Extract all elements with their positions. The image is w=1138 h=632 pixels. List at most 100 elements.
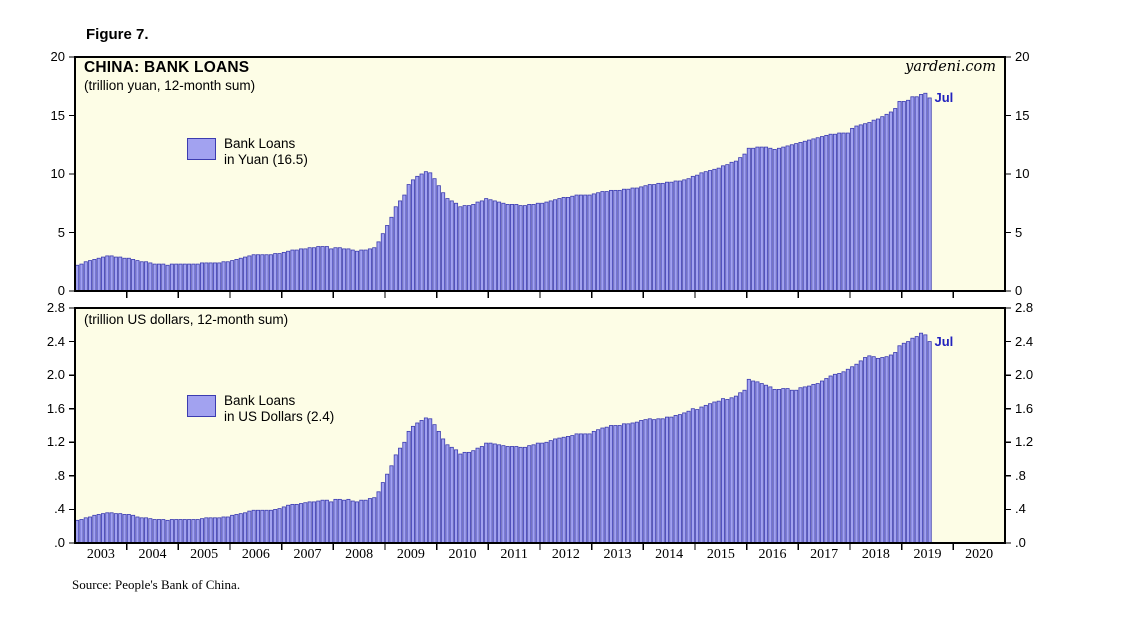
bar	[342, 248, 347, 292]
y-tick-label: 15	[1015, 107, 1030, 123]
chart-title: CHINA: BANK LOANS	[84, 59, 250, 76]
bar	[643, 185, 648, 292]
bar	[393, 206, 398, 292]
bar	[604, 426, 609, 544]
legend-swatch-icon	[187, 395, 216, 417]
y-tick-label: 1.6	[1015, 400, 1034, 416]
bar	[118, 256, 123, 292]
bar	[316, 246, 321, 292]
bar	[910, 337, 915, 544]
bar	[281, 251, 286, 292]
bar	[454, 449, 459, 544]
bar	[488, 199, 493, 292]
bar	[858, 124, 863, 292]
bar	[255, 254, 260, 292]
bar	[419, 420, 424, 544]
bar	[294, 503, 299, 544]
bar	[350, 249, 355, 292]
bottom-panel-units-subtitle: (trillion US dollars, 12-month sum)	[84, 312, 289, 327]
bar	[436, 185, 441, 292]
bar	[273, 253, 278, 292]
bar	[212, 517, 217, 544]
bar	[100, 513, 105, 544]
bar	[105, 512, 110, 544]
bar	[79, 519, 84, 544]
bar	[884, 356, 889, 544]
bar	[815, 137, 820, 292]
bar	[492, 443, 497, 544]
bar	[789, 389, 794, 544]
plot-area	[75, 57, 1005, 291]
x-year-label: 2006	[241, 547, 270, 562]
bar	[144, 517, 149, 544]
legend-text: Bank Loans in Yuan (16.5)	[224, 136, 308, 168]
bar	[768, 147, 773, 292]
bar	[652, 184, 657, 292]
bar	[897, 345, 902, 544]
bar	[83, 517, 88, 544]
x-year-label: 2016	[758, 547, 787, 562]
bar	[466, 451, 471, 544]
bar	[484, 198, 489, 292]
bar	[221, 261, 226, 292]
bar	[604, 191, 609, 292]
bottom-panel-last-point-label: Jul	[934, 333, 954, 349]
bar	[294, 249, 299, 292]
source-attribution: Source: People's Bank of China.	[72, 577, 241, 592]
bar	[230, 514, 235, 544]
bar	[466, 205, 471, 292]
bar	[182, 263, 187, 292]
bar	[863, 123, 868, 292]
bar	[92, 259, 97, 292]
bar	[311, 501, 316, 544]
bar	[785, 388, 790, 544]
bar	[708, 403, 713, 544]
bar	[492, 200, 497, 292]
bar	[703, 404, 708, 544]
bar	[337, 498, 342, 544]
bar	[307, 247, 312, 292]
bar	[518, 205, 523, 292]
bar	[428, 418, 433, 544]
bar	[225, 261, 230, 292]
bar	[225, 516, 230, 544]
bar	[690, 175, 695, 292]
y-tick-label: .8	[54, 467, 65, 483]
bar	[389, 465, 394, 544]
bar	[867, 355, 872, 544]
bar	[174, 519, 179, 544]
bar	[535, 202, 540, 292]
bar	[247, 255, 252, 292]
bar	[764, 146, 769, 292]
bar	[419, 173, 424, 292]
bar	[307, 501, 312, 544]
bar	[682, 179, 687, 292]
y-tick-label: .0	[54, 535, 65, 550]
bar	[850, 127, 855, 292]
bar	[634, 187, 639, 292]
y-tick-label: 2.0	[46, 367, 65, 383]
bar	[389, 216, 394, 292]
bar	[243, 512, 248, 544]
bar	[751, 147, 756, 292]
bar	[742, 153, 747, 292]
bar	[161, 263, 166, 292]
bar	[867, 122, 872, 292]
bar	[350, 500, 355, 544]
legend-swatch-icon	[187, 138, 216, 160]
x-year-label: 2014	[655, 547, 684, 562]
legend-text: Bank Loans in US Dollars (2.4)	[224, 393, 334, 425]
bar	[772, 149, 777, 292]
y-tick-label: 1.2	[46, 434, 65, 450]
bar	[423, 171, 428, 292]
bar	[824, 134, 829, 292]
bar	[544, 441, 549, 544]
bar	[436, 430, 441, 544]
bar	[208, 517, 213, 544]
bar	[712, 168, 717, 292]
bar	[79, 263, 84, 292]
bar	[311, 247, 316, 292]
bar	[182, 519, 187, 544]
bar	[92, 514, 97, 544]
